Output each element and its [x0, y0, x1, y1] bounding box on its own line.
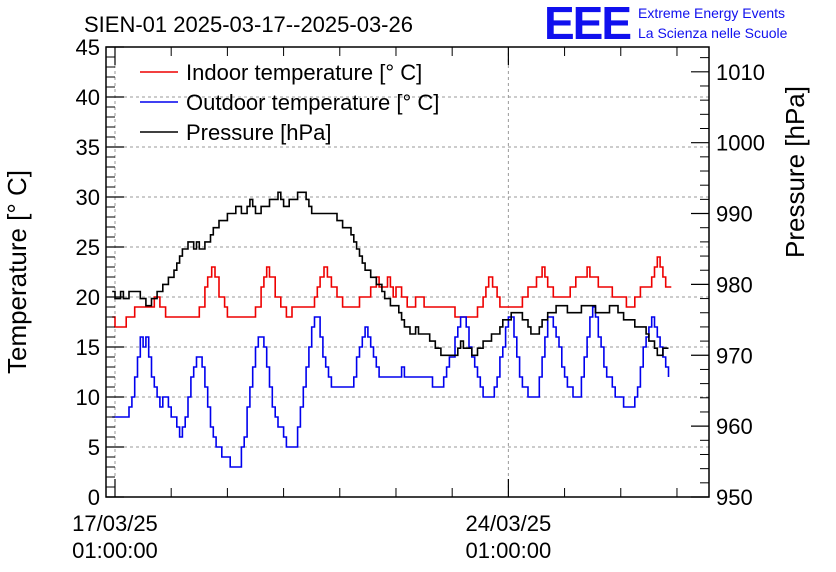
y2-tick-label: 980	[716, 272, 753, 297]
eee-logo-line2: La Scienza nelle Scuole	[638, 25, 788, 41]
y-tick-label: 15	[76, 335, 100, 360]
y-tick-label: 20	[76, 285, 100, 310]
eee-logo: EEE Extreme Energy Events La Scienza nel…	[544, 0, 788, 49]
x-tick-label-time: 01:00:00	[72, 538, 158, 563]
y-tick-label: 5	[88, 435, 100, 460]
right-axis: 950 960 970 980 990 1000 1010	[691, 57, 765, 510]
y2-tick-label: 960	[716, 414, 753, 439]
legend-label-3: Pressure [hPa]	[186, 120, 332, 145]
y2-tick-label: 1000	[716, 131, 765, 156]
legend-label-1: Indoor temperature [° C]	[186, 60, 422, 85]
y2-tick-label: 950	[716, 485, 753, 510]
series-line-3	[112, 191, 669, 357]
left-axis: 0 5 10 15 20 25 30 35 40 45	[76, 35, 124, 510]
y-tick-label: 35	[76, 135, 100, 160]
chart-title: SIEN-01 2025-03-17--2025-03-26	[84, 12, 413, 37]
y2-tick-label: 970	[716, 343, 753, 368]
y-tick-label: 25	[76, 235, 100, 260]
series-line-2	[112, 306, 670, 468]
series-line-1	[112, 256, 672, 328]
x-tick-label-date: 24/03/25	[466, 511, 552, 536]
y-tick-label: 30	[76, 185, 100, 210]
legend: Indoor temperature [° C] Outdoor temperat…	[140, 60, 439, 145]
y-tick-label: 10	[76, 385, 100, 410]
eee-logo-mark: EEE	[544, 0, 630, 49]
y2-tick-label: 990	[716, 202, 753, 227]
y-tick-label: 45	[76, 35, 100, 60]
legend-label-2: Outdoor temperature [° C]	[186, 90, 439, 115]
x-tick-label-date: 17/03/25	[72, 511, 158, 536]
y-tick-label: 40	[76, 85, 100, 110]
plot-frame	[105, 46, 710, 498]
series-layer	[112, 191, 672, 468]
y2-tick-label: 1010	[716, 60, 765, 85]
y-axis-title: Temperature [° C]	[2, 170, 32, 374]
y-tick-label: 0	[88, 485, 100, 510]
eee-logo-line1: Extreme Energy Events	[638, 5, 785, 21]
y2-axis-title: Pressure [hPa]	[780, 86, 810, 258]
x-tick-label-time: 01:00:00	[466, 538, 552, 563]
